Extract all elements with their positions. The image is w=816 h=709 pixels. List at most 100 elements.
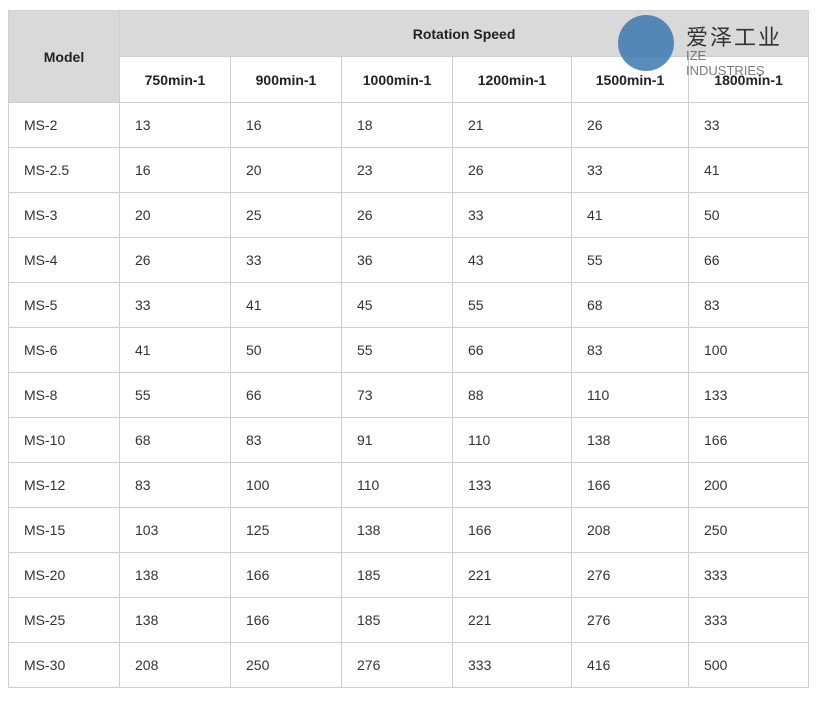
value-cell: 41 <box>687 147 810 193</box>
value-cell: 138 <box>119 597 231 643</box>
value-cell: 83 <box>119 462 231 508</box>
value-cell: 91 <box>341 417 453 463</box>
value-cell: 250 <box>230 642 342 688</box>
model-cell: MS-3 <box>8 192 120 238</box>
rotation-speed-header: Rotation Speed <box>118 10 810 57</box>
value-cell: 200 <box>687 462 810 508</box>
speed-header: 1800min-1 <box>687 56 810 103</box>
value-cell: 73 <box>341 372 453 418</box>
value-cell: 33 <box>119 282 231 328</box>
value-cell: 41 <box>119 327 231 373</box>
value-cell: 276 <box>571 597 689 643</box>
value-cell: 55 <box>119 372 231 418</box>
value-cell: 50 <box>230 327 342 373</box>
value-cell: 36 <box>341 237 453 283</box>
value-cell: 16 <box>119 147 231 193</box>
table-row: MS-6 41 50 55 66 83 100 <box>8 327 810 373</box>
value-cell: 185 <box>341 597 453 643</box>
value-cell: 100 <box>230 462 342 508</box>
speed-header: 1500min-1 <box>571 56 689 103</box>
value-cell: 45 <box>341 282 453 328</box>
model-cell: MS-25 <box>8 597 120 643</box>
value-cell: 33 <box>571 147 689 193</box>
value-cell: 208 <box>119 642 231 688</box>
value-cell: 138 <box>119 552 231 598</box>
value-cell: 68 <box>119 417 231 463</box>
table-row: MS-10 68 83 91 110 138 166 <box>8 417 810 463</box>
rotation-speed-table: Model Rotation Speed 750min-1 900min-1 100… <box>8 10 810 688</box>
value-cell: 83 <box>687 282 810 328</box>
table-row: MS-8 55 66 73 88 110 133 <box>8 372 810 418</box>
value-cell: 26 <box>341 192 453 238</box>
value-cell: 50 <box>687 192 810 238</box>
value-cell: 166 <box>452 507 572 553</box>
model-cell: MS-30 <box>8 642 120 688</box>
value-cell: 21 <box>452 102 572 148</box>
value-cell: 133 <box>687 372 810 418</box>
value-cell: 138 <box>571 417 689 463</box>
value-cell: 100 <box>687 327 810 373</box>
value-cell: 23 <box>341 147 453 193</box>
value-cell: 333 <box>687 597 810 643</box>
value-cell: 276 <box>571 552 689 598</box>
value-cell: 20 <box>230 147 342 193</box>
value-cell: 110 <box>452 417 572 463</box>
value-cell: 55 <box>452 282 572 328</box>
value-cell: 416 <box>571 642 689 688</box>
value-cell: 33 <box>452 192 572 238</box>
value-cell: 33 <box>687 102 810 148</box>
model-cell: MS-20 <box>8 552 120 598</box>
value-cell: 66 <box>687 237 810 283</box>
model-cell: MS-2.5 <box>8 147 120 193</box>
value-cell: 43 <box>452 237 572 283</box>
table-row: MS-15 103 125 138 166 208 250 <box>8 507 810 553</box>
model-cell: MS-8 <box>8 372 120 418</box>
value-cell: 110 <box>571 372 689 418</box>
model-cell: MS-5 <box>8 282 120 328</box>
table-row: MS-20 138 166 185 221 276 333 <box>8 552 810 598</box>
value-cell: 25 <box>230 192 342 238</box>
value-cell: 26 <box>452 147 572 193</box>
table-row: MS-3 20 25 26 33 41 50 <box>8 192 810 238</box>
value-cell: 83 <box>230 417 342 463</box>
value-cell: 66 <box>452 327 572 373</box>
table-row: MS-2.5 16 20 23 26 33 41 <box>8 147 810 193</box>
value-cell: 166 <box>571 462 689 508</box>
model-cell: MS-12 <box>8 462 120 508</box>
value-cell: 88 <box>452 372 572 418</box>
value-cell: 333 <box>452 642 572 688</box>
value-cell: 66 <box>230 372 342 418</box>
value-cell: 133 <box>452 462 572 508</box>
value-cell: 55 <box>341 327 453 373</box>
model-cell: MS-4 <box>8 237 120 283</box>
value-cell: 333 <box>687 552 810 598</box>
value-cell: 33 <box>230 237 342 283</box>
value-cell: 166 <box>230 552 342 598</box>
value-cell: 276 <box>341 642 453 688</box>
table-row: MS-25 138 166 185 221 276 333 <box>8 597 810 643</box>
speed-header: 750min-1 <box>119 56 231 103</box>
table-row: MS-5 33 41 45 55 68 83 <box>8 282 810 328</box>
table-row: MS-2 13 16 18 21 26 33 <box>8 102 810 148</box>
value-cell: 83 <box>571 327 689 373</box>
value-cell: 221 <box>452 552 572 598</box>
value-cell: 26 <box>571 102 689 148</box>
model-cell: MS-10 <box>8 417 120 463</box>
value-cell: 41 <box>571 192 689 238</box>
value-cell: 500 <box>687 642 810 688</box>
value-cell: 166 <box>230 597 342 643</box>
value-cell: 208 <box>571 507 689 553</box>
table-row: MS-30 208 250 276 333 416 500 <box>8 642 810 688</box>
value-cell: 16 <box>230 102 342 148</box>
value-cell: 26 <box>119 237 231 283</box>
model-cell: MS-15 <box>8 507 120 553</box>
model-header: Model <box>8 10 120 103</box>
speed-header: 900min-1 <box>230 56 342 103</box>
model-cell: MS-2 <box>8 102 120 148</box>
value-cell: 250 <box>687 507 810 553</box>
model-cell: MS-6 <box>8 327 120 373</box>
value-cell: 18 <box>341 102 453 148</box>
value-cell: 20 <box>119 192 231 238</box>
speed-header: 1200min-1 <box>452 56 572 103</box>
value-cell: 41 <box>230 282 342 328</box>
